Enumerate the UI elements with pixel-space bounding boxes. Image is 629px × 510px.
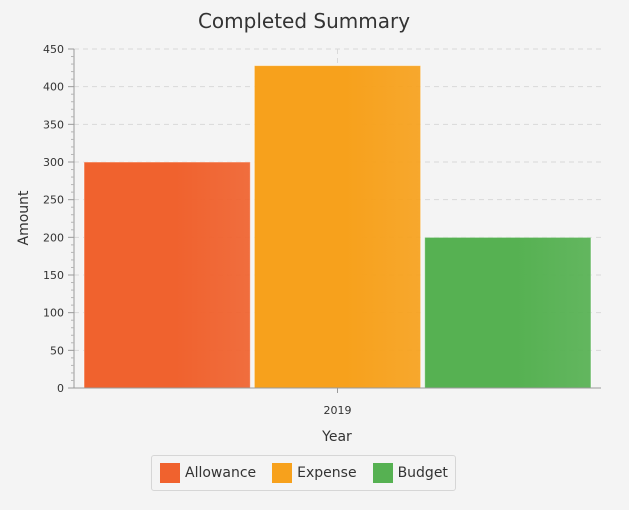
- legend-item-budget: Budget: [372, 463, 448, 483]
- legend-swatch: [160, 463, 180, 483]
- x-tick-label: 2019: [324, 404, 352, 417]
- y-tick-label: 250: [43, 194, 64, 207]
- legend-label: Allowance: [185, 465, 257, 481]
- y-axis-ticks: 0 50 100 150 200 250 300 350 400 450: [43, 43, 74, 395]
- chart-legend: Allowance Expense Budget: [151, 455, 456, 491]
- y-tick-label: 150: [43, 269, 64, 282]
- bar-expense: [253, 65, 422, 389]
- legend-label: Budget: [397, 465, 448, 481]
- bar-allowance: [83, 161, 251, 389]
- legend-swatch: [272, 463, 293, 483]
- legend-swatch: [372, 463, 393, 483]
- y-tick-label: 200: [43, 231, 64, 244]
- y-axis-label: Amount: [16, 190, 32, 246]
- y-tick-label: 100: [43, 307, 64, 320]
- chart-title: Completed Summary: [198, 9, 410, 33]
- y-tick-label: 400: [43, 81, 64, 94]
- y-tick-label: 350: [43, 118, 64, 131]
- y-tick-label: 450: [43, 43, 64, 56]
- legend-item-expense: Expense: [272, 463, 357, 483]
- x-axis-ticks: 2019: [324, 388, 352, 417]
- legend-item-allowance: Allowance: [160, 463, 256, 483]
- y-tick-label: 0: [57, 382, 64, 395]
- bar-budget: [424, 236, 592, 389]
- legend-label: Expense: [297, 465, 357, 481]
- x-axis-label: Year: [321, 429, 352, 445]
- y-tick-label: 50: [50, 344, 64, 357]
- bars: [83, 65, 592, 389]
- y-tick-label: 300: [43, 156, 64, 169]
